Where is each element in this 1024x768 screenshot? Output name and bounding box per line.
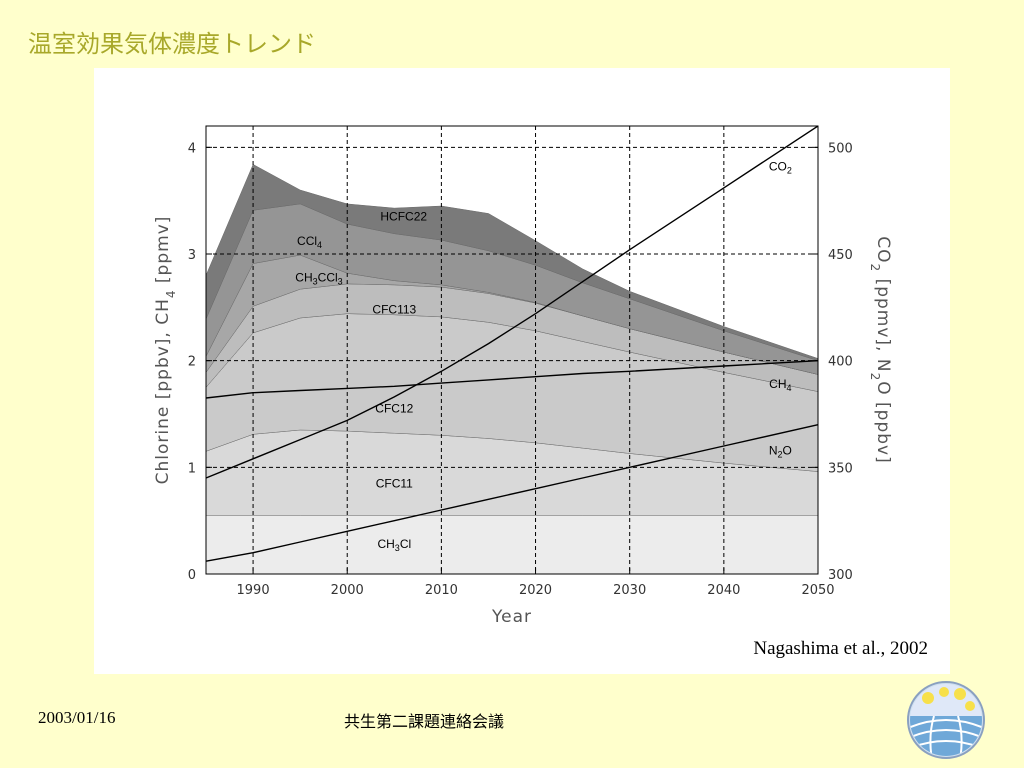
x-axis-title: Year — [491, 607, 532, 627]
y-tick-label-0: 0 — [188, 568, 196, 583]
line-ch4 — [205, 360, 819, 399]
x-tick-label-2020: 2020 — [519, 583, 552, 598]
x-tick-label-2000: 2000 — [331, 583, 364, 598]
label-ch4: CH4 — [769, 377, 791, 393]
y2-tick-label-450: 450 — [828, 248, 853, 263]
citation: Nagashima et al., 2002 — [753, 638, 928, 659]
x-tick-label-2050: 2050 — [801, 583, 834, 598]
y-tick-label-3: 3 — [188, 248, 196, 263]
y2-axis-title: CO2 [ppmv], N2O [ppbv] — [868, 236, 893, 463]
slide-title: 温室効果気体濃度トレンド — [28, 30, 316, 58]
label-co2: CO2 — [769, 160, 792, 176]
y2-tick-label-400: 400 — [828, 355, 853, 370]
y-axis-title: Chlorine [ppbv], CH4 [ppmv] — [153, 216, 178, 485]
label-cfc12: CFC12 — [375, 402, 413, 416]
x-tick-label-2040: 2040 — [707, 583, 740, 598]
footer-date: 2003/01/16 — [38, 708, 116, 727]
line-co2 — [205, 125, 819, 479]
label-hcfc22: HCFC22 — [380, 210, 427, 224]
plot-frame — [205, 125, 819, 575]
x-tick-label-2030: 2030 — [613, 583, 646, 598]
series-labels: CH3Cl CFC11 CFC12 CFC113 CH3CCl3 CCl4 HCFC22 CO… — [295, 160, 792, 554]
label-ccl4: CCl4 — [297, 234, 322, 250]
y-tick-label-2: 2 — [188, 355, 196, 370]
area-ch3cl — [205, 515, 819, 575]
footer-meeting: 共生第二課題連絡会議 — [344, 712, 505, 731]
line-n2o — [205, 424, 819, 562]
y-tick-label-1: 1 — [188, 461, 196, 476]
label-cfc11: CFC11 — [376, 476, 413, 490]
axes: 1990 2000 2010 2020 2030 2040 2050 0 1 2 3 4 300 350 4… — [153, 125, 893, 627]
y2-tick-label-300: 300 — [828, 568, 853, 583]
x-tick-label-1990: 1990 — [237, 583, 270, 598]
line-series — [205, 125, 819, 562]
label-n2o: N2O — [769, 443, 792, 459]
y-tick-label-4: 4 — [188, 141, 196, 156]
area-layers — [205, 164, 819, 575]
y2-tick-label-500: 500 — [828, 141, 853, 156]
x-tick-label-2010: 2010 — [425, 583, 458, 598]
label-ch3ccl3: CH3CCl3 — [295, 270, 342, 286]
figure-panel: 1990 2000 2010 2020 2030 2040 2050 0 1 2 3 4 300 350 4… — [94, 68, 950, 674]
chart: 1990 2000 2010 2020 2030 2040 2050 0 1 2 3 4 300 350 4… — [153, 125, 893, 627]
y2-tick-label-350: 350 — [828, 461, 853, 476]
label-ch3cl: CH3Cl — [377, 537, 411, 553]
globe-logo-icon — [907, 681, 985, 759]
label-cfc113: CFC113 — [372, 302, 416, 316]
